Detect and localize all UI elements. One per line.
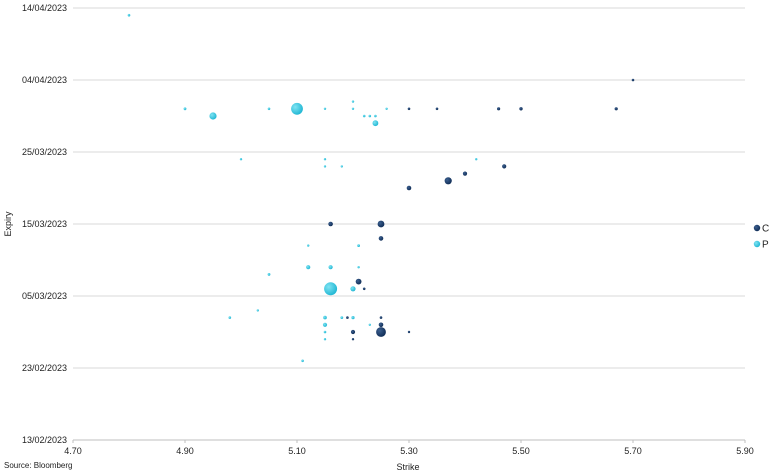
- point-c: [328, 221, 333, 227]
- point-p: [267, 107, 271, 111]
- point-p: [256, 309, 259, 312]
- point-c: [355, 278, 362, 285]
- legend-label-p: P: [762, 240, 769, 251]
- point-p: [323, 107, 327, 111]
- x-tick-label: 4.90: [176, 446, 194, 456]
- point-c: [378, 322, 384, 328]
- legend-label-c: C: [762, 224, 769, 235]
- point-c: [435, 107, 439, 111]
- point-p: [372, 120, 379, 127]
- point-c: [497, 107, 501, 111]
- x-tick-label: 5.90: [736, 446, 754, 456]
- point-c: [631, 78, 635, 82]
- point-p: [267, 273, 271, 276]
- point-p: [209, 112, 217, 120]
- point-p: [183, 107, 187, 111]
- x-tick-label: 5.30: [400, 446, 418, 456]
- point-p: [357, 244, 360, 248]
- y-tick-label: 25/03/2023: [22, 147, 67, 157]
- point-p: [228, 316, 232, 319]
- point-c: [378, 236, 384, 241]
- point-p: [127, 13, 131, 17]
- x-axis-ticks: 4.70 4.90 5.10 5.30 5.50 5.70 5.90: [64, 440, 754, 456]
- point-p: [324, 282, 338, 296]
- legend-marker-c: [753, 224, 761, 232]
- x-tick-label: 5.50: [512, 446, 530, 456]
- point-p: [301, 359, 304, 363]
- point-p: [322, 322, 328, 327]
- point-p: [385, 107, 388, 111]
- point-c: [362, 287, 366, 291]
- gridlines: [73, 7, 745, 441]
- point-c: [462, 171, 468, 176]
- point-c: [376, 327, 386, 337]
- point-c: [502, 164, 507, 169]
- point-p: [306, 265, 311, 270]
- point-p: [340, 316, 344, 319]
- x-tick-label: 4.70: [64, 446, 82, 456]
- data-points: [127, 13, 635, 363]
- y-tick-label: 23/02/2023: [22, 363, 67, 373]
- point-c: [406, 185, 412, 191]
- point-p: [357, 266, 360, 269]
- legend: CP: [753, 224, 769, 251]
- x-tick-label: 5.70: [624, 446, 642, 456]
- y-axis-title: Expiry: [3, 211, 13, 237]
- point-c: [407, 330, 411, 334]
- x-tick-label: 5.10: [288, 446, 306, 456]
- point-c: [350, 329, 356, 335]
- point-c: [519, 107, 523, 111]
- point-c: [614, 107, 618, 111]
- point-c: [377, 220, 385, 228]
- point-p: [475, 158, 478, 161]
- point-c: [444, 177, 452, 185]
- point-c: [351, 338, 355, 341]
- point-p: [362, 114, 366, 118]
- point-p: [368, 323, 371, 326]
- y-axis-ticks: 13/02/2023 23/02/2023 05/03/2023 15/03/2023…: [22, 3, 67, 445]
- point-p: [340, 165, 343, 168]
- point-p: [351, 100, 355, 103]
- point-p: [323, 330, 327, 334]
- legend-marker-p: [753, 240, 761, 248]
- point-p: [350, 286, 356, 292]
- point-p: [368, 114, 372, 118]
- point-p: [323, 338, 327, 341]
- y-tick-label: 15/03/2023: [22, 219, 67, 229]
- y-tick-label: 14/04/2023: [22, 3, 67, 13]
- point-p: [328, 265, 333, 270]
- point-p: [323, 158, 327, 161]
- point-c: [407, 107, 411, 111]
- point-p: [374, 114, 377, 118]
- point-p: [351, 316, 355, 320]
- y-tick-label: 04/04/2023: [22, 75, 67, 85]
- point-p: [239, 158, 243, 161]
- point-c: [346, 316, 349, 319]
- y-tick-label: 05/03/2023: [22, 291, 67, 301]
- source-note: Source: Bloomberg: [4, 461, 72, 470]
- point-p: [351, 107, 355, 111]
- point-p: [291, 102, 303, 115]
- x-axis-title: Strike: [396, 462, 419, 472]
- point-p: [323, 165, 327, 168]
- y-tick-label: 13/02/2023: [22, 435, 67, 445]
- point-p: [307, 244, 310, 247]
- point-c: [379, 316, 383, 319]
- point-p: [323, 315, 327, 320]
